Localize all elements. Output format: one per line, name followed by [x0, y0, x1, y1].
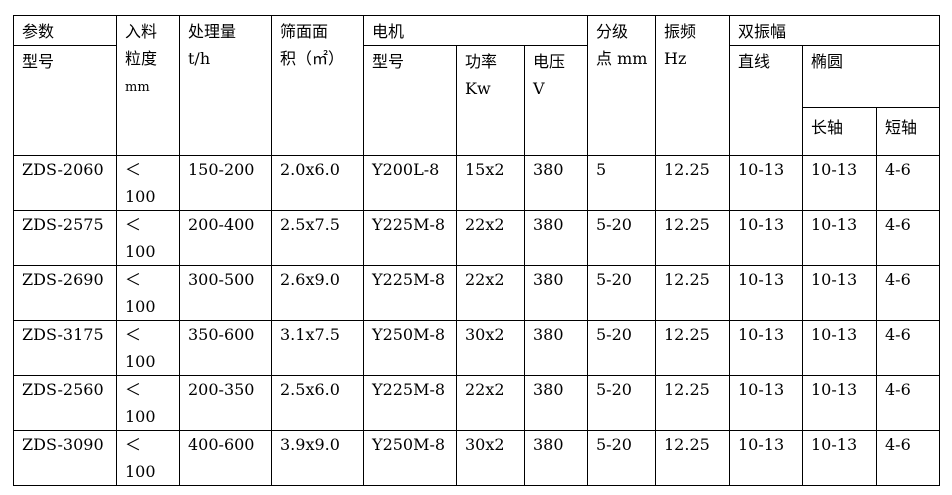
table-cell: 2.0x6.0 [271, 155, 364, 211]
table-cell: ＜ 100 [116, 155, 180, 211]
table-cell: 4-6 [875, 155, 941, 211]
table-cell: Y250M-8 [363, 320, 457, 376]
table-cell: ＜ 100 [116, 320, 180, 376]
table-cell: ZDS-2560 [13, 375, 117, 431]
table-cell: 3.1x7.5 [271, 320, 364, 376]
table-cell: 3.9x9.0 [271, 430, 364, 486]
table-cell: 10-13 [802, 265, 877, 321]
table-cell: 22x2 [456, 210, 525, 266]
header-short-axis: 短轴 [875, 107, 941, 156]
table-cell: 10-13 [802, 155, 877, 211]
table-row: ZDS-2575 ＜ 100 200-400 2.5x7.5 Y225M-8 22x2 38… [13, 210, 941, 266]
table-cell: ZDS-2690 [13, 265, 117, 321]
header-model: 型号 [13, 45, 117, 156]
table-cell: ＜ 100 [116, 210, 180, 266]
table-cell: 200-350 [179, 375, 272, 431]
table-row: ZDS-3090 ＜ 100 400-600 3.9x9.0 Y250M-8 30x2 38… [13, 430, 941, 486]
table-cell: Y225M-8 [363, 265, 457, 321]
table-cell: ＜ 100 [116, 430, 180, 486]
table-cell: 10-13 [802, 320, 877, 376]
table-cell: Y250M-8 [363, 430, 457, 486]
table-cell: 380 [524, 210, 588, 266]
header-frequency: 振频 Hz [655, 15, 730, 156]
table-cell: 10-13 [729, 265, 803, 321]
table-cell: 5-20 [587, 210, 656, 266]
table-cell: 5-20 [587, 375, 656, 431]
table-cell: 4-6 [875, 430, 941, 486]
table-cell: 10-13 [729, 430, 803, 486]
table-cell: 380 [524, 155, 588, 211]
table-cell: 380 [524, 265, 588, 321]
table-cell: ZDS-3175 [13, 320, 117, 376]
table-cell: 2.6x9.0 [271, 265, 364, 321]
table-cell: 10-13 [802, 210, 877, 266]
table-cell: 10-13 [802, 430, 877, 486]
feed-size-unit: mm [125, 80, 150, 95]
table-cell: 22x2 [456, 375, 525, 431]
header-params: 参数 [13, 15, 117, 46]
header-elliptical: 椭圆 [801, 45, 941, 108]
table-cell: Y225M-8 [363, 375, 457, 431]
table-cell: 400-600 [179, 430, 272, 486]
header-row-2: 型号 型号 功率 Kw 电压 V 直线 椭圆 [13, 45, 941, 156]
header-capacity: 处理量 t/h [179, 15, 272, 156]
header-motor-power: 功率 Kw [456, 45, 525, 156]
table-cell: ＜ 100 [116, 265, 180, 321]
table-cell: ＜ 100 [116, 375, 180, 431]
table-cell: 12.25 [655, 265, 730, 321]
feed-size-label: 入料 粒度 [125, 22, 158, 68]
table-cell: 5-20 [587, 265, 656, 321]
table-cell: 10-13 [729, 210, 803, 266]
table-cell: 2.5x6.0 [271, 375, 364, 431]
table-cell: ZDS-3090 [13, 430, 117, 486]
table-cell: 150-200 [179, 155, 272, 211]
header-motor-voltage: 电压 V [524, 45, 588, 156]
table-cell: 15x2 [456, 155, 525, 211]
table-cell: 5-20 [587, 320, 656, 376]
header-screen-area: 筛面面 积（㎡） [271, 15, 364, 156]
header-cut-point: 分级 点 mm [587, 15, 656, 156]
table-cell: 380 [524, 320, 588, 376]
table-cell: 200-400 [179, 210, 272, 266]
table-cell: Y200L-8 [363, 155, 457, 211]
table-cell: 30x2 [456, 430, 525, 486]
table-cell: 4-6 [875, 320, 941, 376]
table-cell: 12.25 [655, 430, 730, 486]
table-row: ZDS-2690 ＜ 100 300-500 2.6x9.0 Y225M-8 22x2 38… [13, 265, 941, 321]
table-cell: 10-13 [729, 320, 803, 376]
table-cell: Y225M-8 [363, 210, 457, 266]
table-cell: ZDS-2060 [13, 155, 117, 211]
header-linear: 直线 [729, 45, 803, 156]
table-cell: 5-20 [587, 430, 656, 486]
header-row-1: 参数 入料 粒度 mm 处理量 t/h 筛面面 积（㎡） 电机 分级 点 mm … [13, 15, 941, 156]
header-feed-size: 入料 粒度 mm [116, 15, 180, 156]
table-row: ZDS-3175 ＜ 100 350-600 3.1x7.5 Y250M-8 30x2 38… [13, 320, 941, 376]
header-long-axis: 长轴 [802, 107, 877, 156]
table-row: ZDS-2060 ＜ 100 150-200 2.0x6.0 Y200L-8 15x2 38… [13, 155, 941, 211]
table-cell: 22x2 [456, 265, 525, 321]
table-cell: 4-6 [875, 210, 941, 266]
table-cell: 300-500 [179, 265, 272, 321]
table-cell: 2.5x7.5 [271, 210, 364, 266]
table-cell: 4-6 [875, 265, 941, 321]
spec-table: 参数 入料 粒度 mm 处理量 t/h 筛面面 积（㎡） 电机 分级 点 mm … [13, 15, 941, 486]
header-motor: 电机 [363, 15, 588, 46]
table-cell: 4-6 [875, 375, 941, 431]
table-cell: 10-13 [802, 375, 877, 431]
table-cell: 10-13 [729, 375, 803, 431]
table-cell: 380 [524, 375, 588, 431]
table-cell: 12.25 [655, 375, 730, 431]
table-cell: 350-600 [179, 320, 272, 376]
table-cell: 12.25 [655, 320, 730, 376]
table-cell: 380 [524, 430, 588, 486]
table-cell: 30x2 [456, 320, 525, 376]
header-double-amplitude: 双振幅 [728, 15, 941, 46]
table-cell: 5 [587, 155, 656, 211]
table-cell: 12.25 [655, 210, 730, 266]
table-cell: 10-13 [729, 155, 803, 211]
table-cell: 12.25 [655, 155, 730, 211]
table-cell: ZDS-2575 [13, 210, 117, 266]
table-row: ZDS-2560 ＜ 100 200-350 2.5x6.0 Y225M-8 22x2 38… [13, 375, 941, 431]
header-motor-model: 型号 [363, 45, 457, 156]
